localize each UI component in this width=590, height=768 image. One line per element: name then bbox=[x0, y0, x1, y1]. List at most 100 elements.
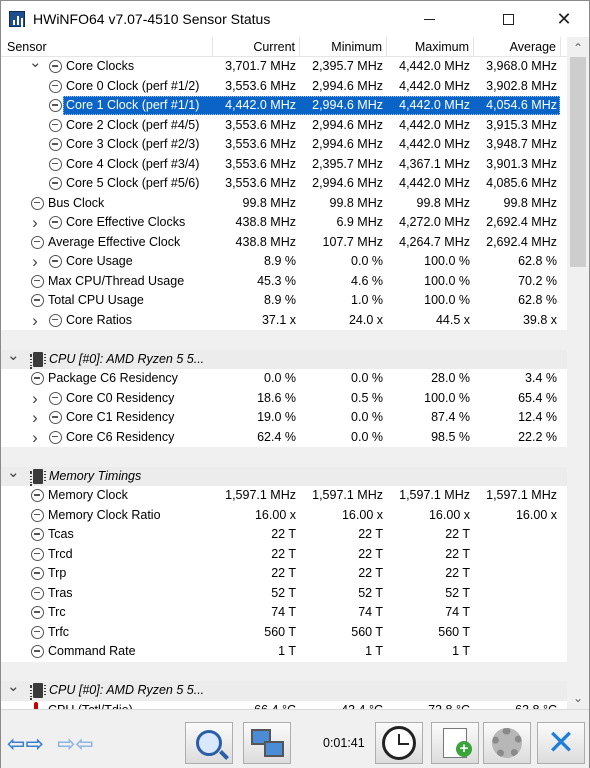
sensor-row[interactable]: Core 1 Clock (perf #1/1) 4,442.0 MHz 2,994… bbox=[1, 96, 567, 116]
sensor-row[interactable]: Core Clocks 3,701.7 MHz 2,395.7 MHz 4,442.0… bbox=[1, 57, 567, 77]
sensor-row[interactable]: Memory Clock Ratio 16.00 x 16.00 x 16.00 x 1… bbox=[1, 506, 567, 526]
sensor-name: Tras bbox=[48, 585, 73, 600]
sensor-label-cell: Core 5 Clock (perf #5/6) bbox=[1, 174, 213, 194]
sensor-label-cell: Core 4 Clock (perf #3/4) bbox=[1, 155, 213, 175]
sensor-row[interactable]: Command Rate 1 T 1 T 1 T bbox=[1, 642, 567, 662]
average-value: 22.2 % bbox=[518, 429, 557, 444]
sensor-row[interactable]: Package C6 Residency 0.0 % 0.0 % 28.0 % 3.4 … bbox=[1, 369, 567, 389]
navigate-button[interactable]: ⇦⇨ bbox=[7, 733, 44, 755]
sensor-name: Core 3 Clock (perf #2/3) bbox=[66, 137, 200, 151]
sensor-name: Command Rate bbox=[48, 644, 136, 658]
maximum-value: 87.4 % bbox=[431, 410, 470, 424]
sensor-row[interactable]: Max CPU/Thread Usage 45.3 % 4.6 % 100.0 % 70… bbox=[1, 272, 567, 292]
close-window-button[interactable]: ✕ bbox=[541, 1, 587, 37]
chevron-down-icon[interactable] bbox=[7, 681, 19, 700]
average-value: 99.8 MHz bbox=[503, 195, 558, 210]
chevron-down-icon[interactable] bbox=[7, 350, 19, 369]
sensor-row[interactable]: Core 4 Clock (perf #3/4) 3,553.6 MHz 2,395… bbox=[1, 155, 567, 175]
current-value: 22 T bbox=[271, 527, 296, 541]
maximum-value: 4,272.0 MHz bbox=[399, 215, 470, 229]
column-header-current[interactable]: Current bbox=[213, 37, 300, 57]
scroll-up-icon[interactable]: ⌃ bbox=[572, 41, 584, 55]
chevron-right-icon[interactable] bbox=[29, 252, 41, 271]
sensor-row[interactable]: CPU (Tctl/Tdie) 66.4 °C43.4 °C73.8 °C63.8… bbox=[1, 701, 567, 710]
settings-button[interactable] bbox=[483, 722, 531, 764]
maximum-value: 4,367.1 MHz bbox=[399, 156, 470, 171]
column-header-minimum[interactable]: Minimum bbox=[300, 37, 387, 57]
column-header-sensor[interactable]: Sensor bbox=[1, 37, 213, 57]
sensor-row[interactable]: Trc 74 T 74 T 74 T bbox=[1, 603, 567, 623]
sensors-button[interactable] bbox=[185, 722, 233, 764]
average-value: 2,692.4 MHz bbox=[486, 234, 557, 249]
sensor-gauge-icon bbox=[31, 274, 44, 288]
average-value: 63.8 °C bbox=[474, 701, 561, 710]
window-title: HWiNFO64 v7.07-4510 Sensor Status bbox=[33, 11, 271, 27]
sensor-row[interactable]: Core C1 Residency 19.0 % 0.0 % 87.4 % 12.4 % bbox=[1, 408, 567, 428]
logging-button[interactable] bbox=[431, 722, 479, 764]
maximum-value: 22 T bbox=[445, 527, 470, 541]
vertical-scrollbar[interactable]: ⌃ ⌄ bbox=[567, 37, 589, 709]
column-header-average[interactable]: Average bbox=[474, 37, 561, 57]
sensor-row[interactable]: Trp 22 T 22 T 22 T bbox=[1, 564, 567, 584]
sensor-row[interactable]: Core Effective Clocks 438.8 MHz 6.9 MHz 4,2… bbox=[1, 213, 567, 233]
sensor-row[interactable]: Tcas 22 T 22 T 22 T bbox=[1, 525, 567, 545]
sensor-row[interactable]: Total CPU Usage 8.9 % 1.0 % 100.0 % 62.8 % bbox=[1, 291, 567, 311]
minimum-value: 2,994.6 MHz bbox=[312, 117, 383, 132]
sensor-row[interactable]: Tras 52 T 52 T 52 T bbox=[1, 584, 567, 604]
current-value: 438.8 MHz bbox=[235, 215, 296, 229]
sensor-row[interactable]: Core Usage 8.9 % 0.0 % 100.0 % 62.8 % bbox=[1, 252, 567, 272]
sensor-row[interactable]: Core 5 Clock (perf #5/6) 3,553.6 MHz 2,994… bbox=[1, 174, 567, 194]
sensor-row[interactable]: Core C0 Residency 18.6 % 0.5 % 100.0 % 65.4 … bbox=[1, 389, 567, 409]
sensor-row[interactable]: Core 2 Clock (perf #4/5) 3,553.6 MHz 2,994… bbox=[1, 116, 567, 136]
sensor-list[interactable]: Core Clocks 3,701.7 MHz 2,395.7 MHz 4,442.0… bbox=[1, 57, 567, 709]
sensor-row[interactable]: Bus Clock 99.8 MHz 99.8 MHz 99.8 MHz 99.8 MH… bbox=[1, 194, 567, 214]
sensor-row[interactable]: Average Effective Clock 438.8 MHz 107.7 MH… bbox=[1, 233, 567, 253]
minimum-value: 2,395.7 MHz bbox=[312, 59, 383, 73]
sensor-label-cell: Core 1 Clock (perf #1/1) bbox=[1, 96, 213, 116]
minimum-value: 2,994.6 MHz bbox=[312, 78, 383, 93]
sensor-label-cell: Core C1 Residency bbox=[1, 408, 213, 428]
minimize-button[interactable] bbox=[406, 1, 452, 37]
chevron-down-icon[interactable] bbox=[7, 467, 19, 486]
sensor-row[interactable]: Core 3 Clock (perf #2/3) 3,553.6 MHz 2,994… bbox=[1, 135, 567, 155]
close-sensors-button[interactable]: ✕ bbox=[537, 722, 585, 764]
chevron-right-icon[interactable] bbox=[29, 408, 41, 427]
network-button[interactable] bbox=[243, 722, 291, 764]
column-header-maximum[interactable]: Maximum bbox=[387, 37, 474, 57]
chevron-right-icon[interactable] bbox=[29, 389, 41, 408]
sensor-row[interactable]: Trcd 22 T 22 T 22 T bbox=[1, 545, 567, 565]
sensor-group-row[interactable]: Memory Timings bbox=[1, 466, 567, 486]
sensor-group-row[interactable]: CPU [#0]: AMD Ryzen 5 5... bbox=[1, 681, 567, 701]
sensor-row[interactable]: Core 0 Clock (perf #1/2) 3,553.6 MHz 2,994… bbox=[1, 77, 567, 97]
sensor-name: Bus Clock bbox=[48, 195, 105, 210]
sensor-row[interactable]: Core C6 Residency 62.4 % 0.0 % 98.5 % 22.2 % bbox=[1, 428, 567, 448]
sensor-name: Trc bbox=[48, 605, 66, 619]
chevron-down-icon[interactable] bbox=[29, 57, 41, 76]
stopwatch-icon bbox=[382, 726, 416, 760]
chevron-right-icon[interactable] bbox=[29, 428, 41, 447]
sensor-name: Core C0 Residency bbox=[66, 390, 175, 405]
sensor-name: Core Clocks bbox=[66, 59, 135, 73]
navigate-disabled-button[interactable]: ⇨⇦ bbox=[57, 733, 94, 755]
sensor-group-row[interactable]: CPU [#0]: AMD Ryzen 5 5... bbox=[1, 349, 567, 369]
sensor-row[interactable]: Memory Clock 1,597.1 MHz 1,597.1 MHz 1,597.… bbox=[1, 486, 567, 506]
minimum-value: 1,597.1 MHz bbox=[312, 488, 383, 502]
maximize-button[interactable] bbox=[485, 1, 531, 37]
maximum-value: 1 T bbox=[452, 644, 470, 658]
chevron-right-icon[interactable] bbox=[29, 311, 41, 330]
scroll-down-icon[interactable]: ⌄ bbox=[572, 691, 584, 705]
scrollbar-thumb[interactable] bbox=[570, 57, 586, 267]
chevron-right-icon[interactable] bbox=[29, 213, 41, 232]
magnifier-icon bbox=[196, 730, 222, 756]
sensor-row[interactable]: Trfc 560 T 560 T 560 T bbox=[1, 623, 567, 643]
sensor-row[interactable]: Core Ratios 37.1 x 24.0 x 44.5 x 39.8 x bbox=[1, 311, 567, 331]
sensor-name: Core Effective Clocks bbox=[66, 215, 186, 229]
average-value bbox=[474, 525, 561, 545]
reset-clock-button[interactable] bbox=[375, 722, 423, 764]
average-value: 65.4 % bbox=[518, 390, 557, 405]
current-value: 8.9 % bbox=[264, 254, 296, 268]
sensor-name: Trfc bbox=[48, 624, 70, 639]
sensor-gauge-icon bbox=[49, 313, 62, 327]
title-bar[interactable]: HWiNFO64 v7.07-4510 Sensor Status ✕ bbox=[1, 1, 589, 37]
average-value: 1,597.1 MHz bbox=[486, 488, 557, 502]
